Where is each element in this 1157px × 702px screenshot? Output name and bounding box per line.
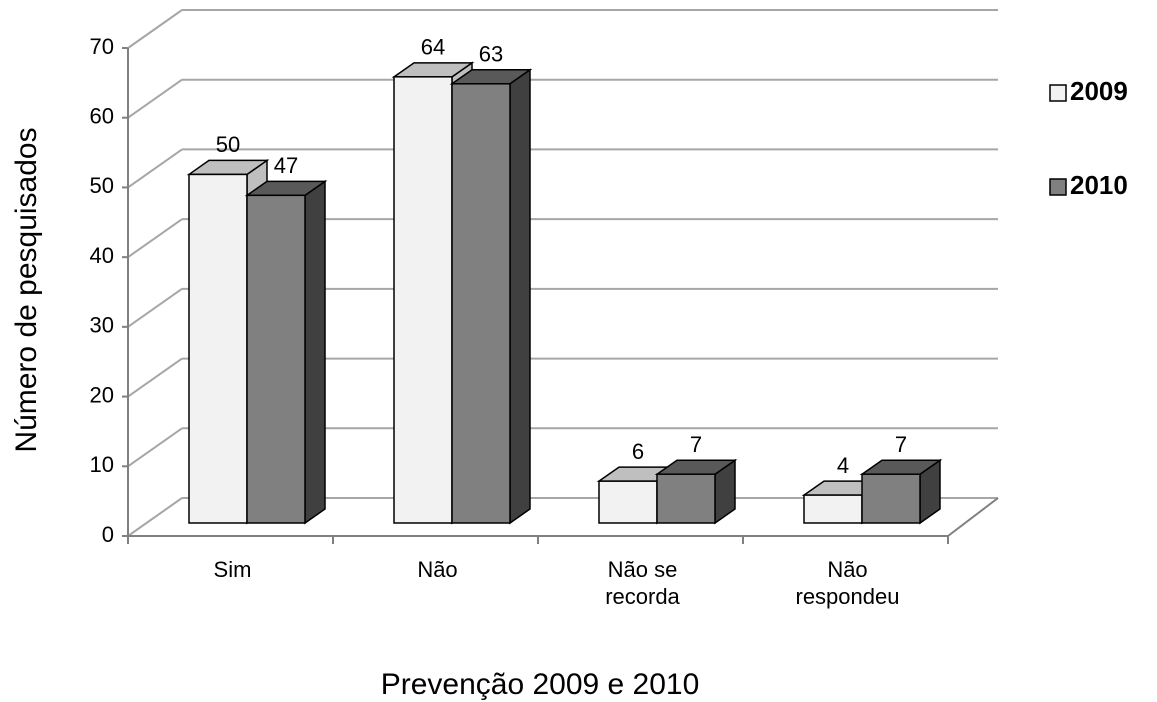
grid-line — [127, 9, 183, 49]
legend-swatch — [1049, 178, 1067, 196]
legend-label: 2009 — [1070, 76, 1128, 106]
data-label: 63 — [479, 42, 503, 67]
y-tick-label: 10 — [90, 452, 114, 477]
grid-line — [127, 218, 183, 258]
data-label: 64 — [421, 35, 445, 60]
grid-line — [127, 427, 183, 468]
grid-line — [127, 78, 183, 119]
data-label: 6 — [632, 439, 644, 464]
y-tick-label: 30 — [90, 313, 114, 338]
bar-front — [803, 494, 863, 524]
bar — [244, 179, 328, 525]
bar-front — [188, 173, 248, 524]
bar-side — [509, 68, 531, 525]
y-tick-label: 0 — [102, 522, 114, 547]
bar — [859, 458, 943, 525]
bar-front — [656, 473, 716, 524]
y-tick-label: 50 — [90, 173, 114, 198]
y-tick-label: 20 — [90, 382, 114, 407]
x-tick-label: Não respondeu — [795, 557, 900, 609]
floor-edge — [947, 497, 999, 537]
x-axis-title: Prevenção 2009 e 2010 — [381, 668, 700, 701]
bar-front — [451, 83, 511, 524]
grid-line — [127, 288, 183, 328]
data-label: 7 — [895, 432, 907, 457]
bar-side — [304, 179, 326, 525]
legend-swatch — [1049, 84, 1067, 102]
grid-line — [127, 357, 183, 398]
data-label: 4 — [837, 453, 849, 478]
y-tick-label: 70 — [90, 34, 114, 59]
data-label: 7 — [690, 432, 702, 457]
grid-line — [127, 148, 183, 189]
bar — [654, 458, 738, 525]
x-tick-label: Não se recorda — [605, 557, 680, 609]
data-label: 47 — [274, 153, 298, 178]
y-tick-label: 40 — [90, 243, 114, 268]
bar-front — [861, 473, 921, 524]
bar-front — [598, 480, 658, 524]
y-axis-title: Número de pesquisados — [10, 127, 43, 452]
x-tick-label: Não — [417, 557, 458, 582]
grid-line — [127, 497, 183, 537]
legend-label: 2010 — [1070, 170, 1128, 200]
data-label: 50 — [216, 132, 240, 157]
bar-front — [393, 76, 453, 524]
x-tick-label: Sim — [213, 557, 252, 582]
bar-front — [246, 194, 306, 524]
bar — [449, 68, 533, 525]
y-tick-label: 60 — [90, 104, 114, 129]
